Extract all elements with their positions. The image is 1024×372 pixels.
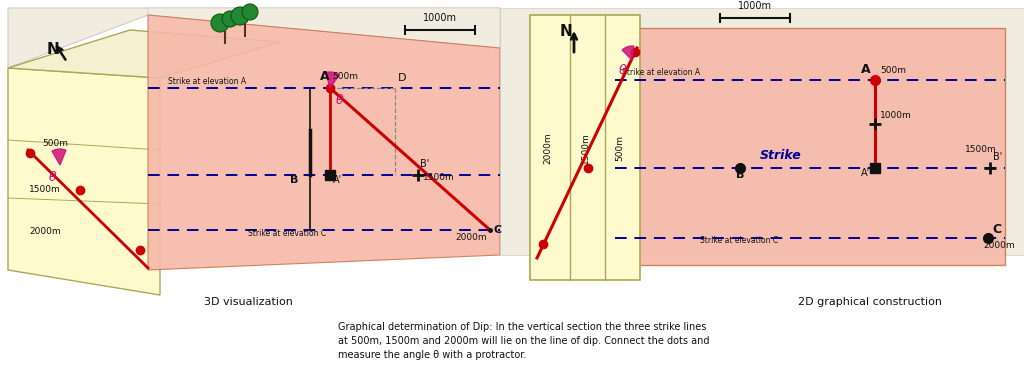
Text: 3D visualization: 3D visualization — [204, 297, 293, 307]
Polygon shape — [8, 30, 280, 78]
Text: 1500m: 1500m — [965, 145, 996, 154]
Text: 1500m: 1500m — [29, 186, 60, 195]
Circle shape — [231, 7, 249, 25]
Polygon shape — [500, 8, 1024, 255]
Wedge shape — [52, 149, 66, 165]
Text: 500m: 500m — [42, 138, 68, 148]
Text: $\theta$: $\theta$ — [335, 93, 344, 107]
Text: A': A' — [333, 175, 342, 185]
Text: B': B' — [420, 159, 429, 169]
Text: 2000m: 2000m — [30, 228, 60, 237]
Text: D: D — [398, 73, 407, 83]
Text: Strike: Strike — [760, 149, 802, 162]
Text: 1000m: 1000m — [423, 13, 457, 23]
Text: B: B — [736, 170, 744, 180]
Polygon shape — [148, 8, 500, 48]
Wedge shape — [623, 46, 634, 60]
Circle shape — [211, 14, 229, 32]
Polygon shape — [148, 15, 500, 270]
Text: 2000m: 2000m — [544, 132, 553, 164]
Text: Graphical determination of Dip: In the vertical section the three strike lines
a: Graphical determination of Dip: In the v… — [338, 322, 710, 360]
Text: 500m: 500m — [880, 66, 906, 75]
Text: $\theta$: $\theta$ — [48, 170, 57, 184]
Text: 1500m: 1500m — [423, 173, 455, 182]
Text: B': B' — [993, 152, 1002, 162]
Text: 500m: 500m — [615, 135, 625, 161]
Text: $\theta$: $\theta$ — [618, 63, 628, 77]
Polygon shape — [8, 8, 500, 68]
Text: A: A — [319, 70, 330, 83]
Text: N: N — [560, 24, 572, 39]
Text: 2000m: 2000m — [983, 241, 1015, 250]
Circle shape — [222, 11, 238, 27]
Text: C: C — [992, 223, 1001, 236]
Text: Strike at elevation C: Strike at elevation C — [248, 229, 326, 238]
Text: C: C — [493, 225, 501, 235]
Text: 2D graphical construction: 2D graphical construction — [798, 297, 942, 307]
Polygon shape — [615, 28, 1005, 265]
Text: N: N — [47, 42, 59, 57]
Text: 500m: 500m — [332, 72, 358, 81]
Circle shape — [242, 4, 258, 20]
Text: A': A' — [861, 168, 870, 178]
Polygon shape — [530, 15, 640, 280]
Text: Strike at elevation A: Strike at elevation A — [168, 77, 246, 86]
Text: 2000m: 2000m — [455, 233, 486, 242]
Text: B: B — [290, 175, 298, 185]
Text: 1000m: 1000m — [880, 111, 911, 120]
Text: Strike at elevation C: Strike at elevation C — [700, 236, 778, 245]
Text: 1000m: 1000m — [738, 1, 772, 11]
Polygon shape — [8, 68, 160, 295]
Wedge shape — [326, 72, 339, 88]
Text: 1500m: 1500m — [581, 132, 590, 164]
Text: Strike at elevation A: Strike at elevation A — [622, 68, 700, 77]
Text: A: A — [861, 63, 870, 76]
